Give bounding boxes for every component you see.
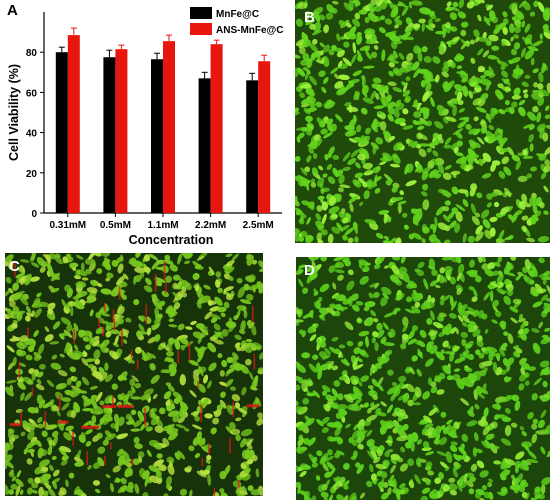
x-tick-label: 0.5mM [100,220,131,231]
fluorescence-image-c [5,253,263,496]
y-tick-label: 40 [26,129,38,140]
panel-label-a: A [7,2,18,19]
bar-ans-mnfe-c [163,41,175,213]
bar-mnfe-c [103,57,116,213]
legend-label: MnFe@C [216,9,259,20]
bar-ans-mnfe-c [115,49,128,214]
y-tick-label: 60 [26,88,38,99]
bar-mnfe-c [151,59,163,213]
x-tick-label: 0.31mM [49,220,86,231]
bar-ans-mnfe-c [258,61,271,214]
y-axis-title: Cell Viability (%) [7,64,21,161]
bar-ans-mnfe-c [67,35,80,213]
fluorescence-image-b [295,0,550,243]
bar-mnfe-c [246,80,259,213]
legend-label: ANS-MnFe@C [216,25,284,36]
y-tick-label: 80 [26,48,38,59]
x-tick-label: 1.1mM [147,220,178,231]
fluorescence-image-d [296,257,550,500]
x-tick-label: 2.2mM [195,220,226,231]
x-axis-title: Concentration [129,233,214,247]
y-tick-label: 0 [31,209,37,220]
bar-ans-mnfe-c [210,44,223,213]
legend-swatch [190,23,212,35]
bar-mnfe-c [198,78,211,213]
panel-label-d: D [304,262,315,279]
legend-swatch [190,7,212,19]
y-tick-label: 20 [26,169,38,180]
panel-label-c: C [9,258,20,275]
bar-chart: 0 20 40 60 80 0.31mM 0.5mM 1.1mM 2.2mM 2.5mM Conce… [7,7,284,247]
panel-label-b: B [304,9,315,26]
bar-mnfe-c [55,52,68,214]
x-tick-label: 2.5mM [243,220,274,231]
